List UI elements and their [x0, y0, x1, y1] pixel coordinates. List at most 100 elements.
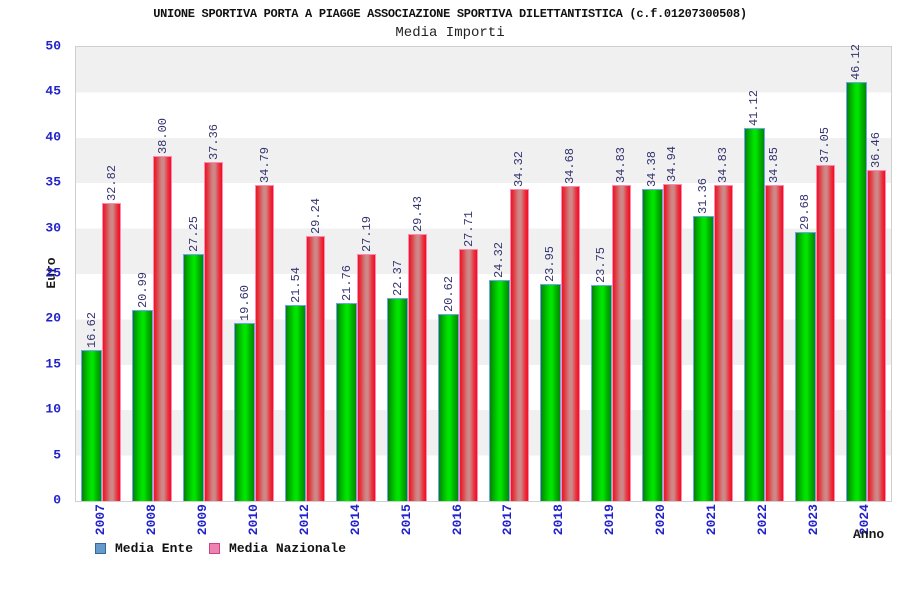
bar-media-nazionale-2024: 36.46 [866, 132, 886, 501]
bar-group-2022: 41.12 34.85 [738, 47, 789, 501]
y-tick-label: 5 [53, 447, 61, 463]
bar-media-ente-2016: 20.62 [438, 276, 460, 501]
value-label: 20.62 [441, 275, 456, 312]
x-tick-label-2021: 2021 [704, 504, 720, 536]
value-label: 29.43 [410, 195, 425, 232]
value-label: 23.95 [543, 245, 558, 282]
x-tick-cell: 2021 [686, 504, 737, 550]
x-tick-cell: 2022 [737, 504, 788, 550]
y-tick-label: 40 [45, 129, 61, 145]
bar-group-2024: 46.12 36.46 [840, 44, 891, 501]
y-tick-label: 35 [45, 174, 61, 190]
value-label: 27.25 [186, 215, 201, 252]
bar-group-2008: 20.99 38.00 [127, 47, 178, 501]
value-label: 34.32 [512, 151, 527, 188]
x-tick-label-2009: 2009 [194, 504, 210, 536]
x-tick-label-2017: 2017 [500, 504, 516, 536]
bar-media-ente-2007: 16.62 [81, 312, 103, 501]
bar-media-nazionale-2021: 34.83 [713, 147, 733, 501]
x-tick-label-2008: 2008 [143, 504, 159, 536]
y-tick-label: 15 [45, 356, 61, 372]
value-label: 22.37 [390, 259, 405, 296]
x-axis-title: Anno [853, 527, 885, 542]
bar-media-nazionale-2020: 34.94 [662, 146, 682, 501]
bars-container: 16.62 32.82 20.99 38.00 27.25 37.36 19.60 34.79… [76, 44, 891, 501]
y-tick-label: 20 [45, 310, 61, 326]
value-label: 34.68 [563, 148, 578, 185]
x-tick-label-2007: 2007 [92, 504, 108, 536]
value-label: 20.99 [135, 272, 150, 309]
x-tick-label-2018: 2018 [551, 504, 567, 536]
bar-media-nazionale-2010: 34.79 [255, 147, 275, 501]
x-tick-cell: 2019 [584, 504, 635, 550]
y-tick-label: 30 [45, 220, 61, 236]
bar-group-2015: 22.37 29.43 [382, 47, 433, 501]
bar-media-ente-2023: 29.68 [794, 194, 816, 501]
bar-media-nazionale-2018: 34.68 [560, 148, 580, 501]
value-label: 32.82 [104, 164, 119, 201]
bar-media-ente-2020: 34.38 [641, 151, 663, 501]
bar-media-nazionale-2019: 34.83 [611, 147, 631, 501]
bar-media-ente-2024: 46.12 [845, 44, 867, 501]
x-tick-label-2016: 2016 [449, 504, 465, 536]
value-label: 37.05 [818, 126, 833, 163]
x-tick-label-2012: 2012 [296, 504, 312, 536]
bar-media-nazionale-2017: 34.32 [509, 151, 529, 501]
chart-subtitle: Media Importi [395, 25, 505, 41]
y-tick-label: 10 [45, 401, 61, 417]
value-label: 46.12 [849, 44, 864, 81]
value-label: 23.75 [594, 247, 609, 284]
bar-media-ente-2018: 23.95 [539, 246, 561, 501]
value-label: 34.79 [257, 147, 272, 184]
bar-media-nazionale-2015: 29.43 [408, 196, 428, 501]
plot-area: 16.62 32.82 20.99 38.00 27.25 37.36 19.60 34.79… [75, 44, 892, 502]
legend: Media Ente Media Nazionale [95, 541, 346, 556]
bar-media-ente-2021: 31.36 [692, 178, 714, 501]
value-label: 19.60 [237, 285, 252, 322]
bar-media-ente-2009: 27.25 [183, 216, 205, 501]
x-tick-label-2022: 2022 [755, 504, 771, 536]
value-label: 27.71 [461, 211, 476, 248]
x-tick-cell: 2018 [533, 504, 584, 550]
value-label: 31.36 [696, 178, 711, 215]
value-label: 34.83 [716, 146, 731, 183]
legend-swatch-media-nazionale [209, 543, 221, 554]
value-label: 34.85 [767, 146, 782, 183]
y-axis-ticks: 0 5 10 15 20 25 30 35 40 45 50 [0, 40, 68, 507]
bar-media-nazionale-2014: 27.19 [357, 216, 377, 501]
bar-media-nazionale-2022: 34.85 [764, 147, 784, 501]
value-label: 34.38 [645, 150, 660, 187]
bar-media-ente-2015: 22.37 [387, 260, 409, 501]
bar-media-nazionale-2023: 37.05 [815, 127, 835, 501]
bar-group-2016: 20.62 27.71 [433, 47, 484, 501]
x-tick-label-2023: 2023 [806, 504, 822, 536]
x-tick-label-2019: 2019 [602, 504, 618, 536]
value-label: 38.00 [155, 117, 170, 154]
value-label: 34.83 [614, 146, 629, 183]
y-tick-label: 25 [45, 265, 61, 281]
y-tick-label: 0 [53, 492, 61, 508]
x-tick-label-2014: 2014 [347, 504, 363, 536]
bar-group-2007: 16.62 32.82 [76, 47, 127, 501]
bar-media-ente-2010: 19.60 [234, 285, 256, 501]
value-label: 21.76 [339, 265, 354, 302]
bar-media-ente-2017: 24.32 [488, 242, 510, 501]
value-label: 24.32 [492, 242, 507, 279]
bar-media-ente-2012: 21.54 [285, 267, 307, 501]
bar-media-nazionale-2009: 37.36 [204, 124, 224, 501]
bar-media-nazionale-2007: 32.82 [102, 165, 122, 501]
bar-media-ente-2022: 41.12 [743, 90, 765, 501]
bar-group-2020: 34.38 34.94 [636, 47, 687, 501]
bar-group-2023: 29.68 37.05 [789, 47, 840, 501]
bar-group-2010: 19.60 34.79 [229, 47, 280, 501]
bar-media-nazionale-2012: 29.24 [306, 198, 326, 501]
x-tick-label-2010: 2010 [245, 504, 261, 536]
x-tick-cell: 2015 [381, 504, 432, 550]
x-tick-label-2015: 2015 [398, 504, 414, 536]
bar-group-2014: 21.76 27.19 [331, 47, 382, 501]
value-label: 29.68 [798, 193, 813, 230]
x-tick-label-2020: 2020 [653, 504, 669, 536]
legend-label-media-ente: Media Ente [115, 541, 194, 556]
bar-group-2009: 27.25 37.36 [178, 47, 229, 501]
